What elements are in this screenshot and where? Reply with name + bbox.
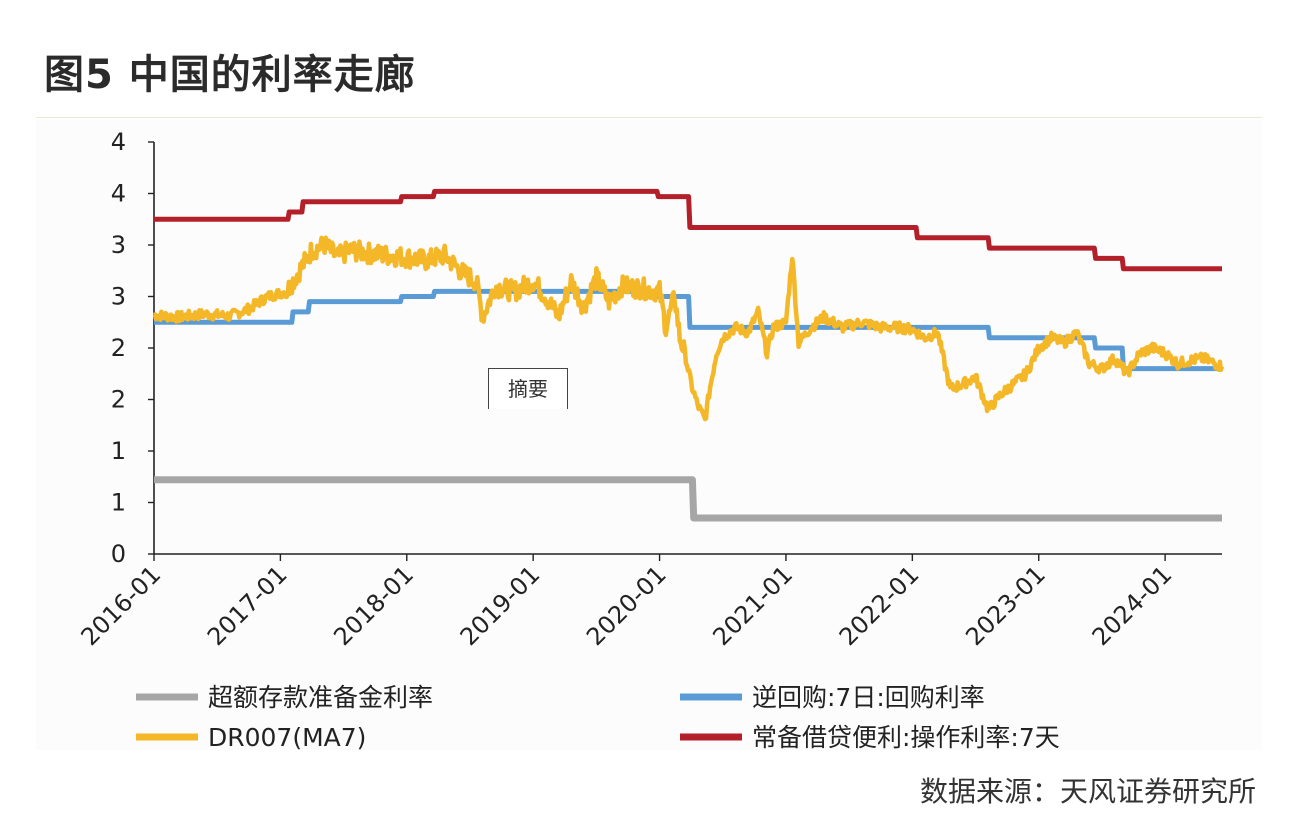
- y-tick-label: 3: [111, 283, 126, 311]
- legend-label: 常备借贷便利:操作利率:7天: [752, 723, 1060, 752]
- y-tick-label: 3: [111, 231, 126, 259]
- y-tick-label: 2: [111, 386, 126, 414]
- y-tick-label: 0: [111, 540, 126, 568]
- series-line-dr007: [152, 235, 1225, 422]
- series-line-reverse-repo: [154, 288, 1222, 372]
- x-tick-label: 2023-01: [960, 560, 1051, 651]
- legend-label: DR007(MA7): [208, 723, 366, 752]
- x-tick-label: 2017-01: [202, 560, 293, 651]
- y-tick-label: 4: [111, 180, 126, 208]
- x-tick-label: 2022-01: [834, 560, 925, 651]
- x-tick-label: 2024-01: [1087, 560, 1178, 651]
- legend-label: 逆回购:7日:回购利率: [752, 683, 985, 712]
- title-divider: [36, 117, 1262, 118]
- figure-title: 图5 中国的利率走廊: [44, 52, 416, 98]
- data-source-note: 数据来源：天风证券研究所: [919, 775, 1256, 808]
- y-tick-label: 2: [111, 334, 126, 362]
- x-tick-label: 2021-01: [707, 560, 798, 651]
- y-tick-label: 4: [111, 128, 126, 156]
- x-tick-label: 2018-01: [328, 560, 419, 651]
- x-tick-label: 2020-01: [581, 560, 672, 651]
- x-tick-label: 2019-01: [455, 560, 546, 651]
- series-line-slf: [154, 188, 1222, 272]
- abstract-tooltip[interactable]: 摘要: [488, 368, 568, 409]
- legend-label: 超额存款准备金利率: [208, 683, 433, 712]
- y-tick-label: 1: [111, 437, 126, 465]
- series-line-excess-reserve: [154, 476, 1222, 522]
- y-tick-label: 1: [111, 489, 126, 517]
- chart-background: [36, 120, 1262, 750]
- x-tick-label: 2016-01: [76, 560, 167, 651]
